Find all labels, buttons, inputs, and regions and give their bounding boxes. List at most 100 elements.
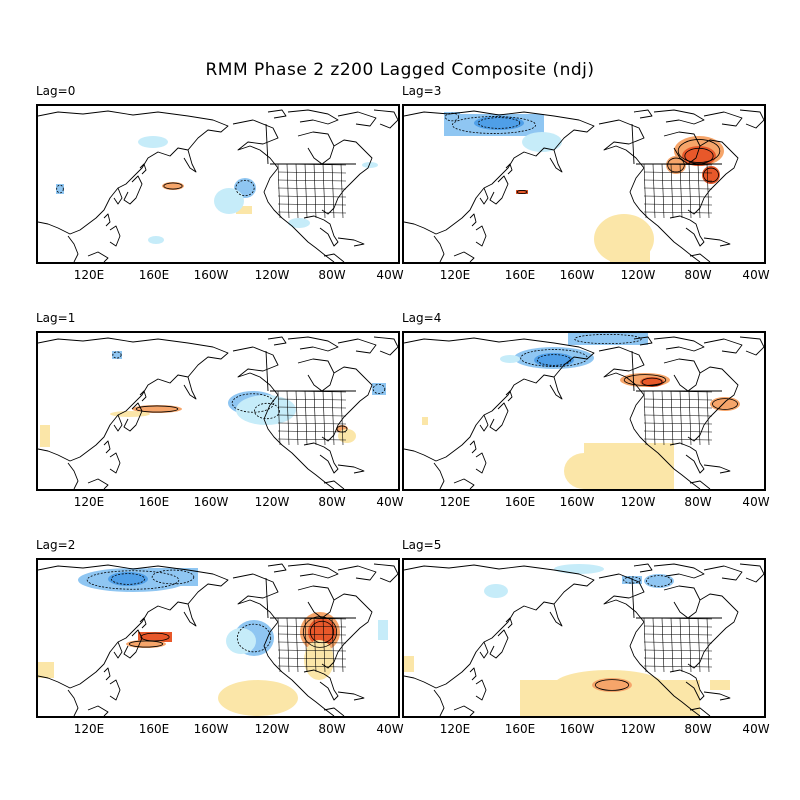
contour-line bbox=[163, 182, 183, 190]
coastline bbox=[267, 109, 287, 119]
coastline bbox=[653, 563, 705, 579]
map-svg bbox=[404, 563, 764, 716]
state-border bbox=[688, 390, 692, 446]
coastline bbox=[479, 414, 489, 432]
coastline bbox=[703, 111, 743, 127]
state-border bbox=[277, 390, 281, 446]
coastline bbox=[469, 213, 477, 227]
anomaly-pos-mid bbox=[126, 640, 166, 648]
coastline bbox=[489, 629, 509, 659]
state-border bbox=[322, 617, 326, 673]
state-border bbox=[277, 187, 347, 190]
anomaly-neg-light bbox=[484, 584, 508, 598]
coastline bbox=[297, 585, 335, 619]
state-border bbox=[643, 179, 713, 182]
coastline bbox=[139, 163, 147, 175]
anomaly-pos-light bbox=[40, 425, 50, 447]
state-border bbox=[313, 163, 317, 219]
longitude-tick-label: 160W bbox=[193, 722, 229, 736]
coastline bbox=[703, 565, 743, 581]
coastline bbox=[373, 336, 398, 356]
coastline bbox=[598, 119, 701, 262]
state-border bbox=[322, 163, 326, 219]
longitude-tick-label: 80W bbox=[684, 495, 712, 509]
state-border bbox=[670, 617, 674, 673]
longitude-tick-label: 120W bbox=[254, 722, 290, 736]
longitude-tick-label: 80W bbox=[684, 722, 712, 736]
coastline bbox=[703, 338, 743, 354]
coastline bbox=[669, 215, 705, 247]
anomaly-neg-light bbox=[500, 355, 520, 363]
state-border bbox=[643, 203, 713, 206]
coastline bbox=[113, 414, 123, 432]
state-border bbox=[304, 163, 308, 219]
coastline bbox=[103, 440, 111, 454]
coastline bbox=[633, 563, 653, 573]
anomaly-neg-light bbox=[226, 628, 256, 654]
coastline bbox=[183, 149, 197, 173]
state-border bbox=[277, 163, 281, 219]
coastline bbox=[433, 235, 445, 262]
coastlines bbox=[404, 563, 764, 716]
anomaly-neg-dark bbox=[108, 572, 148, 586]
contour-line bbox=[594, 679, 630, 691]
coastline bbox=[87, 478, 109, 489]
coastline bbox=[703, 464, 731, 474]
coastline bbox=[337, 565, 377, 581]
coastline bbox=[687, 593, 739, 669]
coastline bbox=[739, 336, 764, 356]
coastline bbox=[337, 111, 377, 127]
coastline bbox=[303, 215, 339, 247]
state-border bbox=[277, 203, 347, 206]
coastlines bbox=[38, 336, 398, 489]
coastline bbox=[183, 376, 197, 400]
anomaly-shading bbox=[422, 333, 740, 489]
state-border bbox=[277, 641, 347, 644]
anomaly-neg-light bbox=[148, 236, 164, 244]
anomaly-neg-mid bbox=[372, 383, 386, 395]
coastline bbox=[479, 641, 489, 659]
coastline bbox=[287, 563, 339, 579]
coastline bbox=[433, 462, 445, 489]
contour-line bbox=[231, 393, 275, 413]
contour-line bbox=[235, 179, 255, 197]
anomaly-shading bbox=[56, 136, 378, 244]
coastline bbox=[505, 617, 513, 629]
longitude-tick-label: 80W bbox=[318, 722, 346, 736]
alaska-border bbox=[631, 350, 635, 392]
state-border bbox=[643, 422, 713, 425]
contour-line bbox=[451, 116, 537, 134]
anomaly-neg-light bbox=[138, 136, 168, 148]
coastline bbox=[669, 669, 705, 701]
anomaly-pos-mid bbox=[592, 678, 632, 692]
coastline bbox=[475, 679, 487, 701]
coastline bbox=[321, 366, 373, 442]
anomaly-pos-mid bbox=[132, 405, 182, 413]
coastline bbox=[687, 139, 739, 215]
contour-line bbox=[112, 351, 122, 359]
state-border bbox=[277, 625, 347, 628]
coastline bbox=[109, 225, 121, 247]
longitude-tick-label: 40W bbox=[376, 722, 404, 736]
coastline bbox=[287, 109, 339, 125]
coastline bbox=[337, 237, 365, 247]
longitude-tick-label: 160E bbox=[138, 268, 170, 282]
longitude-tick-label: 160E bbox=[138, 722, 170, 736]
anomaly-neg-mid bbox=[148, 568, 198, 586]
longitude-ticks: 120E 160E 160W 120W 80W 40W bbox=[402, 268, 770, 282]
coastline bbox=[232, 573, 335, 716]
map-svg bbox=[38, 563, 398, 716]
state-border bbox=[277, 171, 347, 174]
longitude-tick-label: 120E bbox=[439, 268, 471, 282]
coastline bbox=[323, 707, 345, 716]
state-border bbox=[670, 163, 674, 219]
state-border bbox=[643, 641, 713, 644]
state-border bbox=[643, 633, 713, 636]
coastline bbox=[87, 705, 109, 716]
coastlines bbox=[404, 109, 764, 262]
anomaly-neg-mid bbox=[568, 333, 648, 345]
state-border bbox=[643, 649, 713, 652]
coastline bbox=[323, 253, 345, 262]
state-border bbox=[688, 163, 692, 219]
anomaly-pos-dark bbox=[682, 146, 716, 166]
